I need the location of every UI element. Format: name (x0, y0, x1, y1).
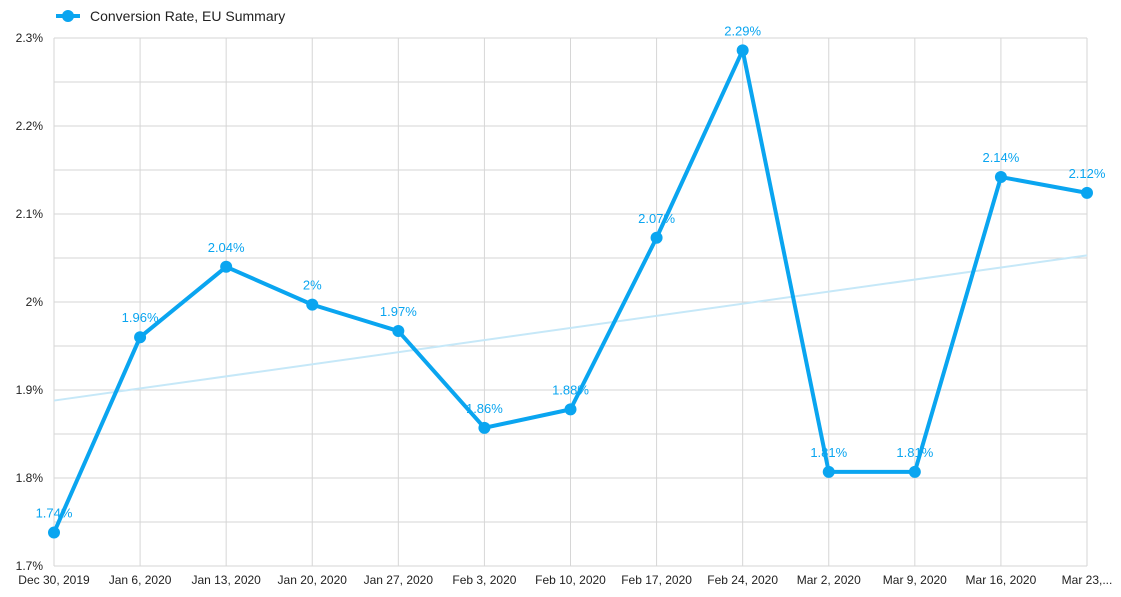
data-label: 2.29% (724, 23, 761, 38)
data-label: 1.81% (896, 445, 933, 460)
y-tick-label: 1.7% (16, 559, 44, 573)
x-tick-label: Jan 6, 2020 (109, 573, 172, 587)
data-label: 1.81% (810, 445, 847, 460)
data-label: 2% (303, 278, 322, 293)
y-tick-label: 2.2% (16, 119, 44, 133)
x-tick-label: Jan 27, 2020 (364, 573, 434, 587)
x-tick-label: Dec 30, 2019 (18, 573, 90, 587)
x-tick-label: Feb 3, 2020 (452, 573, 516, 587)
data-point (392, 325, 405, 338)
y-axis-tick-labels: 1.7% 1.8% 1.9% 2% 2.1% 2.2% 2.3% (16, 31, 44, 573)
x-tick-label: Feb 24, 2020 (707, 573, 778, 587)
data-points (48, 44, 1093, 539)
data-point (822, 465, 835, 478)
x-tick-label: Mar 2, 2020 (797, 573, 861, 587)
trendline-group (53, 254, 1088, 402)
data-label: 1.86% (466, 401, 503, 416)
legend-swatch-dot (62, 10, 74, 22)
x-tick-label: Jan 13, 2020 (191, 573, 261, 587)
legend-label: Conversion Rate, EU Summary (90, 8, 285, 24)
data-point (650, 231, 663, 244)
data-label: 2.14% (982, 150, 1019, 165)
y-tick-label: 2% (26, 295, 44, 309)
data-point (736, 44, 749, 57)
x-tick-label: Mar 23,... (1062, 573, 1113, 587)
data-point (306, 298, 319, 311)
x-tick-label: Mar 16, 2020 (966, 573, 1037, 587)
data-label: 2.12% (1069, 166, 1106, 181)
data-point (220, 260, 233, 273)
legend[interactable]: Conversion Rate, EU Summary (56, 8, 285, 24)
data-label: 1.96% (122, 310, 159, 325)
y-tick-label: 2.1% (16, 207, 44, 221)
x-tick-label: Feb 10, 2020 (535, 573, 606, 587)
data-point (134, 331, 147, 344)
data-label: 2.04% (208, 240, 245, 255)
data-point (908, 465, 921, 478)
x-axis-tick-labels: Dec 30, 2019 Jan 6, 2020 Jan 13, 2020 Jan 2… (18, 573, 1112, 587)
data-point (564, 403, 577, 416)
data-point (48, 526, 60, 539)
y-tick-label: 2.3% (16, 31, 44, 45)
data-label: 1.74% (36, 506, 73, 521)
data-labels: 1.74% 1.96% 2.04% 2% 1.97% 1.86% 1.88% 2.07% 2.2… (36, 23, 1106, 520)
data-label: 2.07% (638, 211, 675, 226)
data-point (1081, 186, 1093, 199)
y-tick-label: 1.8% (16, 471, 44, 485)
x-tick-label: Feb 17, 2020 (621, 573, 692, 587)
data-label: 1.97% (380, 304, 417, 319)
x-tick-label: Jan 20, 2020 (278, 573, 348, 587)
data-point (994, 171, 1007, 184)
trendline (53, 254, 1088, 402)
y-tick-label: 1.9% (16, 383, 44, 397)
x-tick-label: Mar 9, 2020 (883, 573, 947, 587)
data-point (478, 421, 491, 434)
data-label: 1.88% (552, 382, 589, 397)
